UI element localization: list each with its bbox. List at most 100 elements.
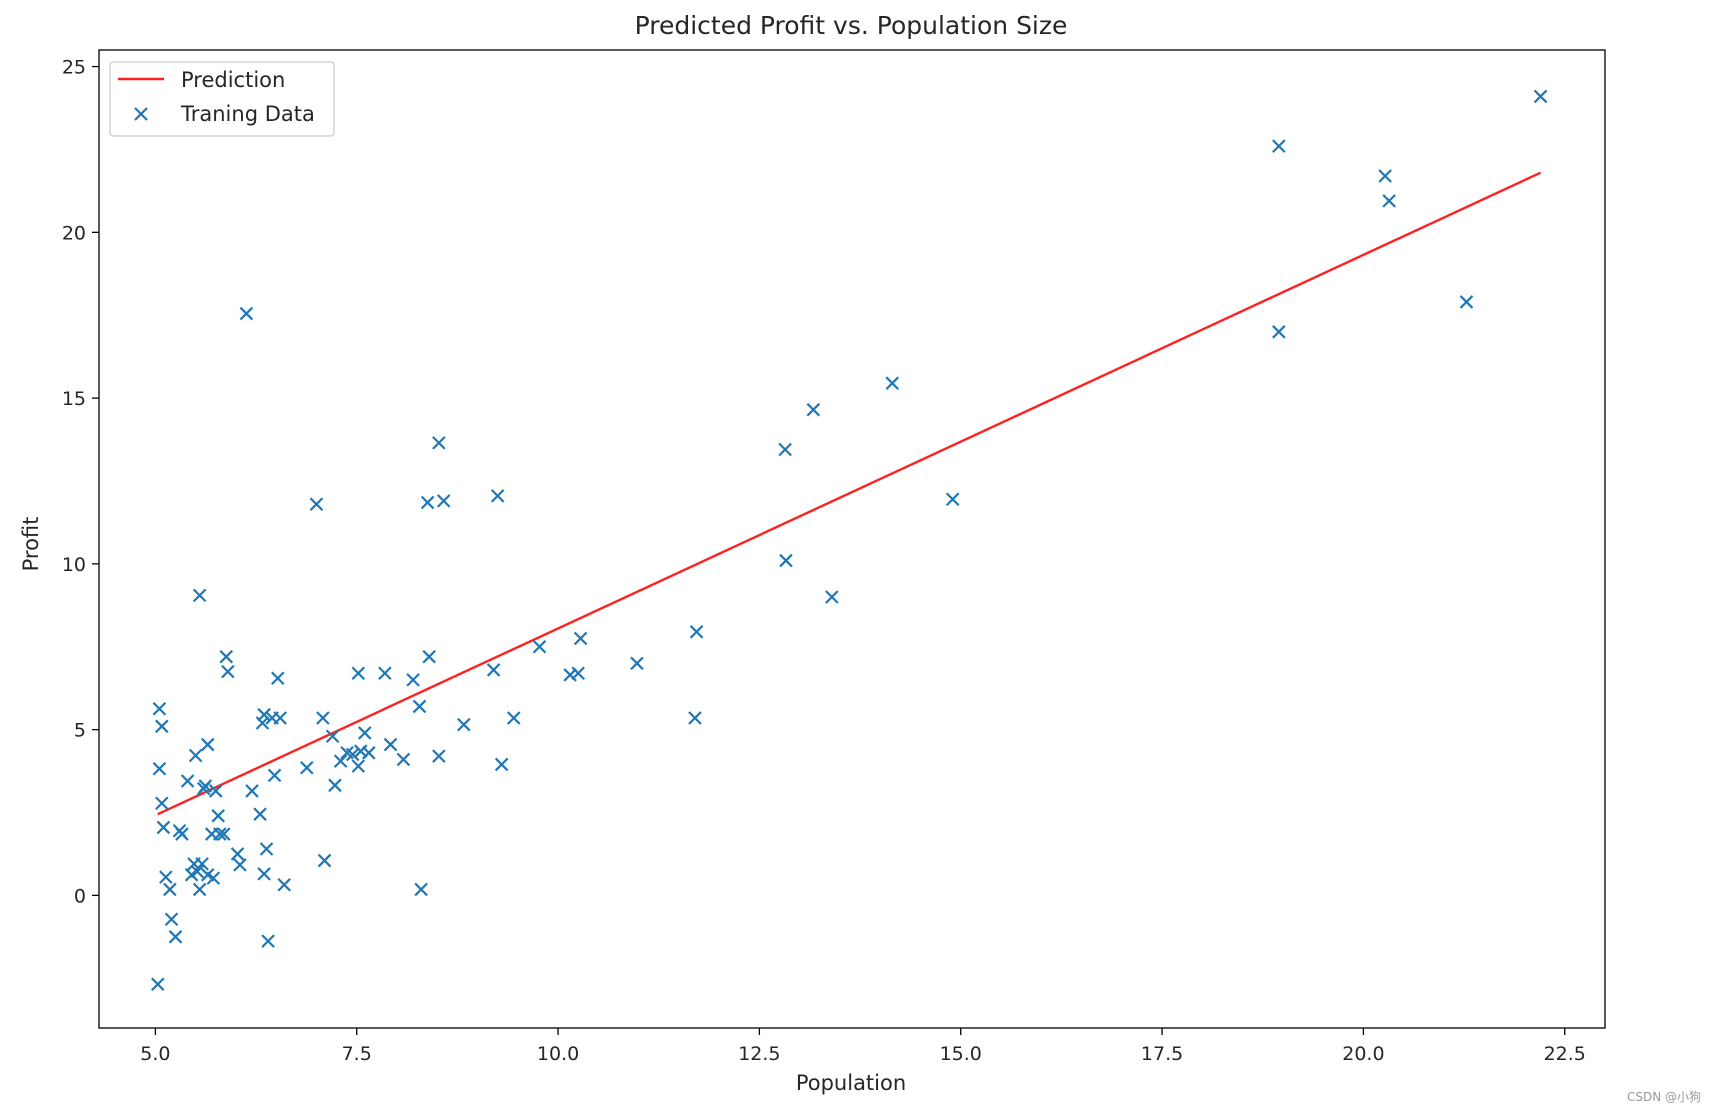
data-point: [779, 553, 793, 568]
x-axis-label: Population: [796, 1071, 906, 1095]
data-point: [436, 494, 451, 508]
legend-box: [109, 61, 335, 137]
data-point: [412, 699, 427, 714]
prediction-line: [157, 171, 1542, 816]
data-point: [152, 761, 167, 776]
chart-title: Predicted Profit vs. Population Size: [635, 11, 1068, 40]
x-tick-label: 10.0: [537, 1043, 579, 1065]
data-point: [151, 977, 165, 992]
data-point: [155, 796, 169, 811]
y-tick-label: 0: [74, 885, 86, 907]
data-point: [630, 656, 644, 671]
data-point: [422, 649, 436, 664]
data-point: [221, 664, 235, 679]
data-point: [688, 711, 702, 725]
data-point: [532, 639, 547, 654]
x-tick-label: 20.0: [1342, 1043, 1384, 1065]
data-point: [188, 748, 203, 763]
legend-x-marker: [134, 107, 148, 121]
training-points: [151, 89, 1548, 992]
x-tick-label: 5.0: [140, 1043, 170, 1065]
data-point: [885, 376, 900, 390]
data-point: [277, 878, 292, 892]
data-point: [945, 492, 960, 506]
data-point: [351, 759, 366, 773]
plot-area: [151, 89, 1548, 992]
data-point: [192, 882, 207, 897]
data-point: [383, 737, 398, 752]
data-point: [257, 707, 271, 722]
data-point: [325, 729, 340, 744]
data-point: [217, 827, 231, 841]
data-point: [316, 711, 330, 725]
data-point: [490, 489, 505, 503]
y-tick-label: 15: [62, 388, 86, 410]
data-point: [573, 631, 588, 646]
data-point: [1272, 325, 1286, 339]
legend-prediction-label: Prediction: [181, 68, 285, 92]
y-tick-label: 20: [62, 222, 86, 244]
data-point: [257, 867, 271, 881]
data-point: [506, 711, 521, 725]
data-point: [1533, 89, 1548, 104]
data-point: [406, 673, 420, 687]
data-point: [175, 827, 189, 841]
legend: Prediction Traning Data: [109, 61, 335, 137]
data-point: [1378, 169, 1392, 183]
data-point: [317, 853, 332, 868]
data-point: [357, 726, 372, 740]
data-point: [571, 666, 585, 681]
y-tick-label: 25: [62, 57, 86, 79]
data-point: [420, 495, 435, 510]
data-point: [494, 757, 509, 772]
data-point: [213, 827, 227, 841]
data-point: [180, 774, 195, 788]
data-point: [396, 752, 411, 767]
data-point: [155, 719, 169, 734]
data-point: [206, 871, 221, 885]
x-tick-label: 22.5: [1544, 1043, 1586, 1065]
data-point: [208, 784, 223, 798]
data-point: [457, 717, 471, 732]
legend-training-marker: [134, 107, 148, 121]
data-point: [806, 402, 821, 417]
data-point: [351, 666, 366, 681]
data-point: [271, 671, 285, 686]
data-point: [378, 666, 392, 681]
data-point: [345, 747, 360, 762]
data-point: [192, 588, 207, 603]
data-point: [152, 701, 167, 716]
y-tick-label: 5: [74, 720, 86, 742]
data-point: [230, 847, 245, 861]
data-point: [198, 779, 213, 793]
data-point: [353, 744, 368, 758]
data-point: [825, 590, 839, 604]
data-point: [486, 663, 501, 677]
data-point: [309, 497, 324, 511]
data-point: [253, 807, 267, 821]
data-point: [414, 882, 428, 897]
y-axis-ticks: 0 5 10 15 20 25: [62, 57, 99, 907]
data-point: [432, 749, 446, 763]
data-point: [267, 768, 282, 783]
axes-frame: [98, 49, 1606, 1029]
data-point: [1272, 139, 1286, 153]
x-tick-label: 15.0: [940, 1043, 982, 1065]
data-point: [778, 442, 792, 457]
data-point: [1382, 194, 1396, 208]
data-point: [239, 306, 254, 321]
y-axis-label: Profit: [19, 517, 43, 572]
data-point: [300, 760, 314, 775]
data-point: [211, 809, 225, 823]
data-point: [328, 778, 342, 793]
data-point: [219, 649, 234, 664]
data-point: [333, 754, 348, 768]
data-point: [1459, 295, 1474, 309]
data-point: [261, 934, 275, 948]
data-point: [245, 784, 259, 798]
data-point: [432, 436, 446, 450]
legend-training-label: Traning Data: [180, 102, 315, 126]
data-point: [563, 668, 577, 682]
